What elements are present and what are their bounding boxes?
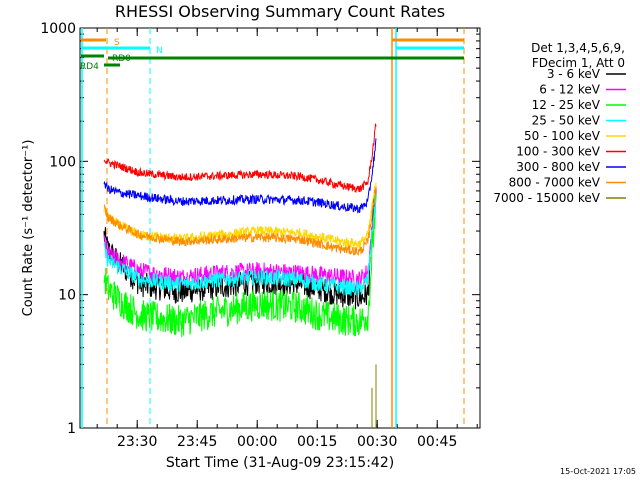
x-tick-label: 00:45 bbox=[417, 434, 457, 450]
series-line bbox=[103, 187, 377, 257]
legend-label: 300 - 800 keV bbox=[516, 160, 600, 174]
instrument-flags: S N RD0 RD4 bbox=[80, 28, 465, 428]
series-line bbox=[103, 193, 377, 338]
plot-frame bbox=[79, 27, 481, 429]
y-axis-label: Count Rate (s⁻¹ detector⁻¹) bbox=[21, 140, 36, 317]
series-line bbox=[103, 198, 377, 297]
flag-label: S bbox=[114, 38, 120, 48]
legend-label: 100 - 300 keV bbox=[516, 145, 600, 159]
y-tick-label: 1 bbox=[67, 421, 76, 437]
x-tick-label: 23:30 bbox=[117, 434, 157, 450]
legend-label: 7000 - 15000 keV bbox=[493, 191, 600, 205]
x-axis: 23:30 23:45 00:00 00:15 00:30 00:45 bbox=[96, 28, 478, 450]
chart-title: RHESSI Observing Summary Count Rates bbox=[115, 2, 445, 21]
flag-label: N bbox=[156, 46, 163, 56]
y-tick-label: 100 bbox=[49, 154, 76, 170]
series-line bbox=[103, 123, 377, 193]
y-tick-label: 10 bbox=[58, 288, 76, 304]
legend-header: FDecim 1, Att 0 bbox=[532, 56, 625, 70]
x-tick-label: 00:00 bbox=[237, 434, 277, 450]
legend-header: Det 1,3,4,5,6,9, bbox=[531, 41, 625, 55]
series-group bbox=[103, 123, 377, 428]
x-tick-label: 00:30 bbox=[357, 434, 397, 450]
y-axis: 1 10 100 1000 bbox=[40, 21, 480, 437]
flag-label: RD4 bbox=[80, 62, 99, 72]
x-axis-label: Start Time (31-Aug-09 23:15:42) bbox=[166, 455, 394, 471]
series-line bbox=[103, 138, 377, 214]
series-line bbox=[371, 364, 377, 428]
timestamp: 15-Oct-2021 17:05 bbox=[560, 467, 636, 476]
flag-label: RD0 bbox=[112, 54, 131, 64]
legend-label: 50 - 100 keV bbox=[524, 129, 601, 143]
legend-label: 800 - 7000 keV bbox=[509, 176, 601, 190]
legend-label: 12 - 25 keV bbox=[532, 98, 601, 112]
plot-area bbox=[79, 27, 481, 429]
legend-label: 6 - 12 keV bbox=[539, 83, 601, 97]
x-tick-label: 00:15 bbox=[297, 434, 337, 450]
legend-label: 3 - 6 keV bbox=[547, 67, 601, 81]
legend: Det 1,3,4,5,6,9,FDecim 1, Att 03 - 6 keV… bbox=[493, 41, 626, 205]
y-tick-label: 1000 bbox=[40, 21, 76, 37]
legend-label: 25 - 50 keV bbox=[532, 114, 601, 128]
x-tick-label: 23:45 bbox=[177, 434, 217, 450]
